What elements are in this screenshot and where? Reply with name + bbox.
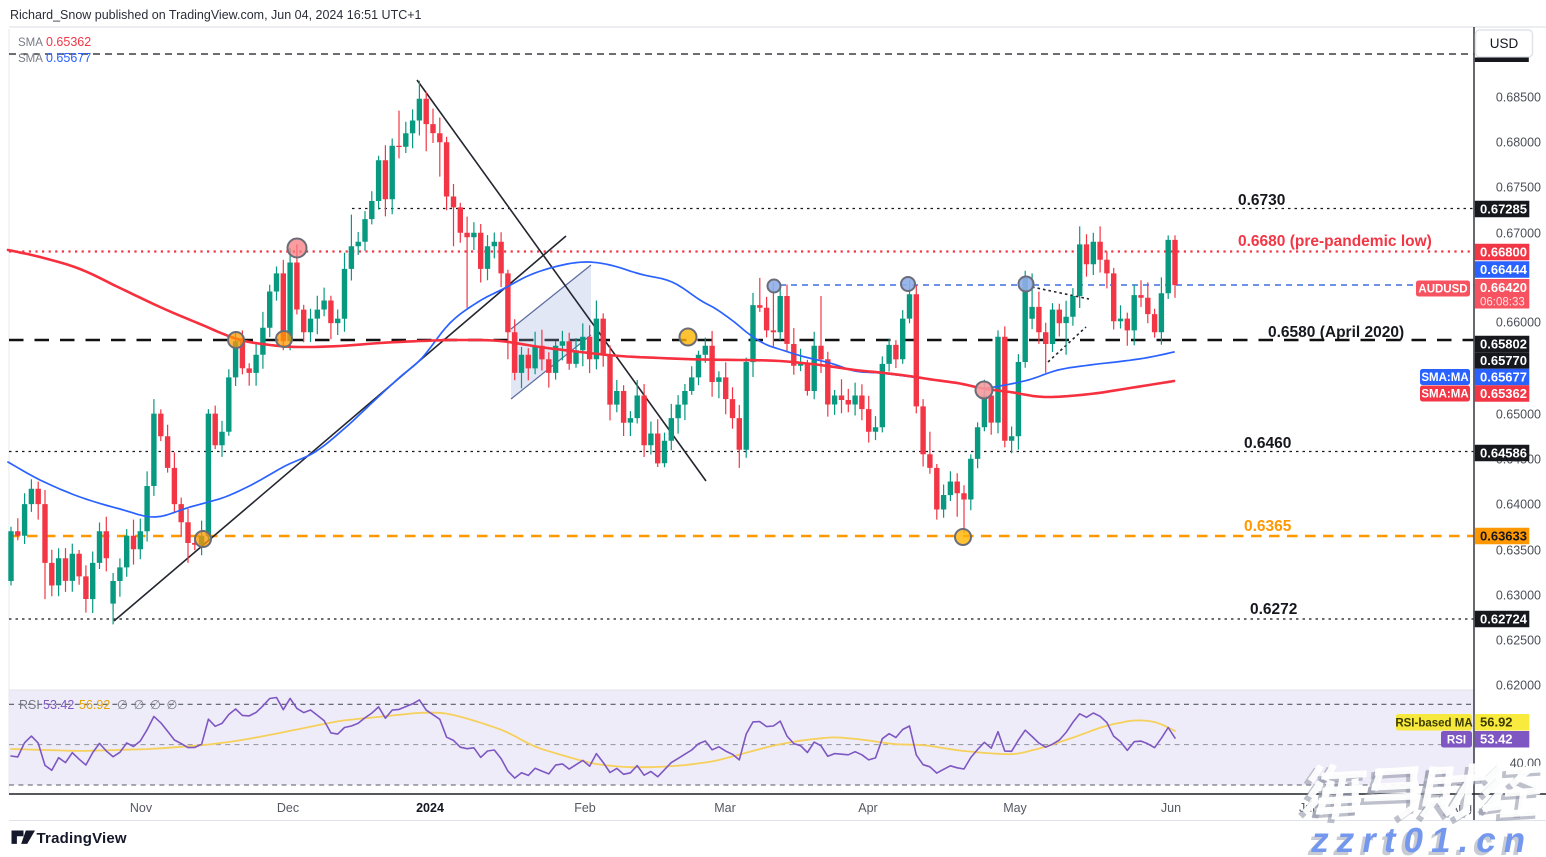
svg-text:0.6365: 0.6365: [1244, 518, 1292, 535]
svg-text:53.42: 53.42: [43, 698, 74, 712]
svg-text:0.65362: 0.65362: [1480, 386, 1527, 401]
svg-text:∅: ∅: [117, 698, 128, 712]
svg-text:0.68000: 0.68000: [1496, 136, 1541, 150]
svg-text:56.92: 56.92: [79, 698, 110, 712]
svg-text:0.62000: 0.62000: [1496, 679, 1541, 693]
svg-text:TradingView: TradingView: [37, 830, 127, 847]
svg-text:0.68500: 0.68500: [1496, 91, 1541, 105]
svg-text:0.65362: 0.65362: [46, 35, 91, 49]
svg-text:∅: ∅: [134, 698, 145, 712]
svg-text:0.67285: 0.67285: [1480, 202, 1527, 217]
svg-text:0.6272: 0.6272: [1250, 601, 1297, 618]
svg-text:0.66444: 0.66444: [1480, 262, 1528, 277]
svg-text:0.63000: 0.63000: [1496, 589, 1541, 603]
svg-text:SMA: SMA: [18, 53, 43, 65]
svg-text:RSI: RSI: [19, 698, 40, 712]
svg-text:0.65802: 0.65802: [1480, 337, 1527, 352]
svg-text:0.65677: 0.65677: [1480, 370, 1527, 385]
svg-text:0.63500: 0.63500: [1496, 544, 1541, 558]
svg-text:0.65770: 0.65770: [1480, 353, 1527, 368]
svg-text:0.6730: 0.6730: [1238, 192, 1285, 209]
svg-text:0.64000: 0.64000: [1496, 498, 1541, 512]
svg-text:0.66420: 0.66420: [1480, 280, 1527, 295]
svg-text:∅: ∅: [150, 698, 161, 712]
svg-text:0.6580 (April 2020): 0.6580 (April 2020): [1268, 324, 1404, 341]
svg-text:0.64586: 0.64586: [1480, 446, 1527, 461]
svg-text:53.42: 53.42: [1480, 732, 1513, 747]
svg-text:56.92: 56.92: [1480, 715, 1513, 730]
svg-text:AUDUSD: AUDUSD: [1418, 284, 1467, 296]
svg-text:0.63633: 0.63633: [1480, 529, 1527, 544]
svg-text:0.62500: 0.62500: [1496, 634, 1541, 648]
svg-text:Jun: Jun: [1161, 801, 1181, 815]
svg-text:May: May: [1003, 801, 1027, 815]
svg-text:Nov: Nov: [130, 801, 153, 815]
svg-text:0.65000: 0.65000: [1496, 408, 1541, 422]
svg-text:RSI: RSI: [1447, 735, 1466, 747]
svg-text:0.6460: 0.6460: [1244, 435, 1291, 452]
svg-text:Dec: Dec: [277, 801, 299, 815]
svg-text:0.66000: 0.66000: [1496, 316, 1541, 330]
svg-text:RSI-based MA: RSI-based MA: [1395, 718, 1472, 730]
svg-text:0.6680 (pre-pandemic low): 0.6680 (pre-pandemic low): [1238, 233, 1432, 250]
svg-text:Apr: Apr: [858, 801, 877, 815]
svg-text:∅: ∅: [167, 698, 178, 712]
svg-text:SMA: SMA: [18, 37, 43, 49]
svg-text:0.65677: 0.65677: [46, 51, 91, 65]
svg-text:0.67500: 0.67500: [1496, 181, 1541, 195]
svg-text:2024: 2024: [416, 801, 444, 815]
svg-text:SMA:MA: SMA:MA: [1421, 372, 1468, 384]
svg-text:SMA:MA: SMA:MA: [1421, 389, 1468, 401]
svg-text:0.62724: 0.62724: [1480, 612, 1528, 627]
svg-text:USD: USD: [1490, 36, 1519, 51]
svg-text:0.66800: 0.66800: [1480, 245, 1527, 260]
svg-text:0.67000: 0.67000: [1496, 227, 1541, 241]
svg-text:Mar: Mar: [714, 801, 736, 815]
svg-text:Feb: Feb: [574, 801, 596, 815]
svg-text:zzrt01.cn: zzrt01.cn: [1305, 824, 1534, 857]
svg-text:Richard_Snow published on Trad: Richard_Snow published on TradingView.co…: [10, 8, 422, 22]
svg-text:06:08:33: 06:08:33: [1480, 297, 1525, 309]
svg-text:zzrt01.cn: zzrt01.cn: [1308, 821, 1537, 857]
